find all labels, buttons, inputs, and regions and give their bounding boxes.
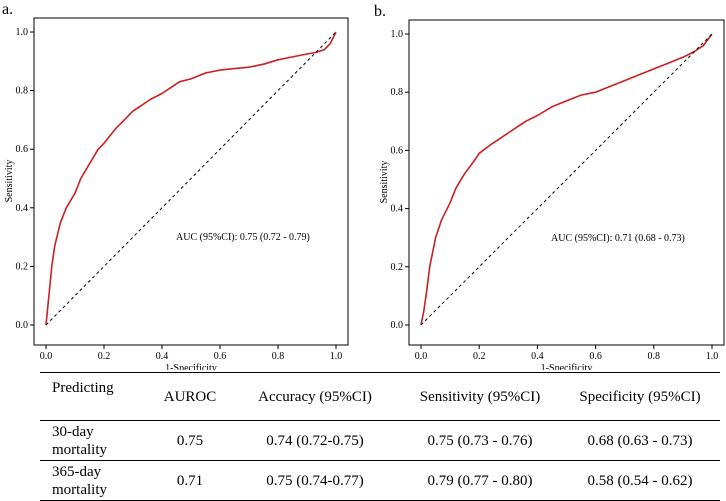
chart-b-x-tick-label: 0.6	[589, 351, 602, 362]
chart-b-y-axis-label: Sensitivity	[379, 161, 390, 204]
chart-b-x-axis-label: 1-Specificity	[541, 363, 593, 370]
cell-sensitivity: 0.79 (0.77 - 0.80)	[427, 472, 533, 489]
chart-a-x-tick-label: 0.4	[156, 351, 169, 362]
chart-a-y-tick-label: 0.4	[16, 203, 29, 214]
chart-a-reference-line	[45, 31, 337, 326]
chart-b-panel-label: b.	[374, 3, 386, 20]
chart-a-x-axis-label: 1-Specificity	[165, 363, 217, 370]
cell-auroc: 0.71	[176, 472, 204, 489]
chart-a-x-tick-label: 0.6	[214, 351, 227, 362]
chart-b-x-tick-label: 0.8	[648, 351, 661, 362]
chart-b-roc-curve	[420, 33, 713, 326]
chart-b-x-tick-label: 0.0	[415, 351, 428, 362]
chart-b-plot-frame	[408, 19, 725, 346]
cell-sensitivity: 0.75 (0.73 - 0.76)	[427, 432, 533, 449]
chart-a-x-tick-label: 1.0	[330, 351, 343, 362]
chart-a-plot-frame	[33, 17, 349, 346]
cell-specificity: 0.68 (0.63 - 0.73)	[587, 432, 693, 449]
header-accuracy: Accuracy (95%CI)	[258, 388, 372, 405]
chart-b-auc-annotation: AUC (95%CI): 0.71 (0.68 - 0.73)	[551, 233, 685, 244]
chart-a-y-tick-label: 0.8	[16, 86, 29, 97]
chart-a-roc-curve	[45, 31, 337, 326]
chart-b-y-tick-label: 1.0	[391, 29, 404, 40]
chart-b-y-tick-label: 0.4	[391, 204, 404, 215]
cell-predicting: 30-day mortality	[52, 424, 107, 458]
chart-b-x-tick-label: 0.4	[531, 351, 544, 362]
chart-a-x-tick-label: 0.2	[98, 351, 111, 362]
roc-charts: a. 0.0 0.2 0.4 0.6 0.8 1.0 0.0 0.2 0.4 0.6 0.8 1.0 1-…	[2, 1, 725, 370]
table-row: 365-day mortality 0.71 0.75 (0.74-0.77) …	[40, 461, 720, 501]
chart-b-y-tick-label: 0.8	[391, 87, 404, 98]
header-auroc: AUROC	[163, 388, 217, 405]
header-sensitivity: Sensitivity (95%CI)	[419, 388, 541, 405]
chart-a-x-tick-label: 0.0	[40, 351, 53, 362]
cell-accuracy: 0.74 (0.72-0.75)	[266, 432, 364, 449]
chart-b-x-tick-label: 1.0	[706, 351, 719, 362]
cell-auroc: 0.75	[176, 432, 204, 449]
header-predicting: Predicting	[52, 380, 114, 396]
chart-a-y-tick-label: 0.0	[16, 320, 29, 331]
table-row: 30-day mortality 0.75 0.74 (0.72-0.75) 0…	[40, 421, 720, 461]
chart-b-y-tick-label: 0.2	[391, 262, 404, 273]
header-specificity: Specificity (95%CI)	[579, 388, 701, 405]
chart-a-y-tick-label: 0.2	[16, 261, 29, 272]
chart-a-auc-annotation: AUC (95%CI): 0.75 (0.72 - 0.79)	[176, 232, 310, 243]
cell-predicting: 365-day mortality	[52, 464, 107, 498]
chart-b-y-tick-label: 0.0	[391, 320, 404, 331]
chart-b-x-tick-label: 0.2	[473, 351, 486, 362]
chart-a-panel-label: a.	[2, 1, 13, 18]
results-table: Predicting AUROC Accuracy (95%CI) Sensit…	[40, 372, 720, 501]
chart-b-y-tick-label: 0.6	[391, 145, 404, 156]
chart-a-y-tick-label: 0.6	[16, 144, 29, 155]
chart-a-x-tick-label: 0.8	[272, 351, 285, 362]
table-header-row: Predicting AUROC Accuracy (95%CI) Sensit…	[40, 372, 720, 421]
chart-a-y-tick-label: 1.0	[16, 27, 29, 38]
chart-b-reference-line	[420, 33, 713, 326]
cell-specificity: 0.58 (0.54 - 0.62)	[587, 472, 693, 489]
chart-a-y-axis-label: Sensitivity	[4, 160, 15, 203]
cell-accuracy: 0.75 (0.74-0.77)	[266, 472, 364, 489]
